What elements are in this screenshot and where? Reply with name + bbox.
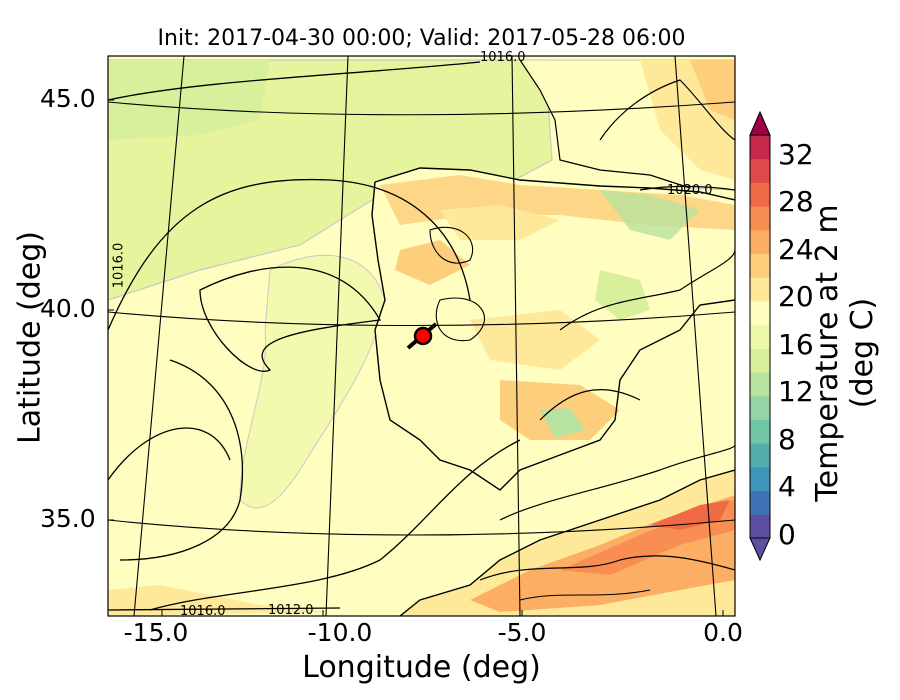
x-tick-label: -15.0 <box>123 618 189 647</box>
x-tick-label: -5.0 <box>497 618 547 647</box>
y-tick-label: 35.0 <box>40 504 96 533</box>
colorbar-tick: 8 <box>778 423 796 456</box>
colorbar-segment <box>750 324 770 349</box>
graticule-lon <box>133 56 185 616</box>
iberian-range <box>595 270 650 320</box>
isobar <box>499 444 735 521</box>
y-axis-label: Latitude (deg) <box>12 231 48 444</box>
colorbar-segment <box>750 443 770 468</box>
africa-coast <box>399 469 735 616</box>
axes-frame <box>107 55 736 617</box>
isobar <box>479 555 735 581</box>
isobar-label: 1016.0 <box>111 242 127 289</box>
colorbar-tick: 28 <box>778 185 814 218</box>
sierra-nevada <box>540 408 585 438</box>
france-coast <box>519 59 691 189</box>
alps-warm <box>690 60 735 120</box>
isobar <box>149 439 521 611</box>
colorbar-frame <box>749 134 771 539</box>
isobar <box>539 389 641 421</box>
cool-band-north-inner <box>108 60 270 140</box>
colorbar-extend-min <box>749 537 771 562</box>
isobar <box>108 61 481 101</box>
colorbar-extend-max <box>749 110 771 136</box>
isobar-label: 1016.0 <box>180 604 226 619</box>
graticule-lat <box>108 311 735 327</box>
graticule-lat <box>108 101 735 116</box>
location-marker <box>413 326 433 346</box>
colorbar-segment <box>750 514 770 539</box>
graticule-lon <box>674 56 717 616</box>
colorbar-tick: 4 <box>778 470 796 503</box>
isobar <box>639 185 735 191</box>
colorbar-segment <box>750 466 770 492</box>
graticule-lat <box>108 519 735 536</box>
isobar <box>599 79 735 141</box>
colorbar-tick: 16 <box>778 328 814 361</box>
isobar <box>108 178 471 331</box>
x-tick-label: 0.0 <box>703 618 743 647</box>
graticule-lon <box>511 56 521 616</box>
south-east-coast <box>419 299 735 491</box>
x-tick-marks <box>161 610 724 616</box>
colorbar-segment <box>750 206 770 231</box>
isobar <box>559 249 735 331</box>
colorbar-tick: 12 <box>778 375 814 408</box>
isobar-label: 1016.0 <box>480 50 526 65</box>
colorbar-segment <box>750 372 770 397</box>
colorbar-tick: 24 <box>778 233 814 266</box>
isobar <box>199 266 382 372</box>
isobar <box>108 427 231 481</box>
west-coast <box>371 181 421 441</box>
colorbar <box>750 135 770 539</box>
meseta-north <box>440 205 560 240</box>
colorbar-tick: 32 <box>778 138 814 171</box>
colorbar-segment <box>750 490 770 515</box>
colorbar-segment <box>750 395 770 420</box>
graticule-lon <box>325 56 349 616</box>
x-tick-label: -10.0 <box>307 618 373 647</box>
colorbar-segment <box>750 348 770 373</box>
y-tick-marks <box>108 99 114 521</box>
isobar <box>429 226 474 264</box>
y-tick-label: 40.0 <box>40 294 96 323</box>
colorbar-segment <box>750 419 770 444</box>
colorbar-segment <box>750 135 770 160</box>
isobar <box>108 607 341 611</box>
cool-tongue <box>239 254 386 509</box>
colorbar-label: Temperature at 2 m (deg C) <box>810 204 880 502</box>
colorbar-segment <box>750 277 770 302</box>
colorbar-tick: 0 <box>778 518 796 551</box>
colorbar-segment <box>750 158 770 183</box>
y-tick-label: 45.0 <box>40 84 96 113</box>
isobar <box>435 297 485 342</box>
colorbar-tick: 20 <box>778 280 814 313</box>
x-axis-label: Longitude (deg) <box>302 650 541 685</box>
pyrenees <box>600 190 700 240</box>
colorbar-segment <box>750 300 770 326</box>
isobar-label: 1020.0 <box>667 183 713 198</box>
portugal-interior <box>395 240 470 285</box>
map-area <box>108 56 735 616</box>
map-title: Init: 2017-04-30 00:00; Valid: 2017-05-2… <box>157 26 686 51</box>
isobar-label: 1012.0 <box>268 603 314 618</box>
colorbar-segment <box>750 253 770 278</box>
isobar <box>119 359 244 561</box>
colorbar-segment <box>750 229 770 255</box>
isobar <box>519 589 651 601</box>
colorbar-segment <box>750 182 770 207</box>
north-coast <box>374 167 735 201</box>
